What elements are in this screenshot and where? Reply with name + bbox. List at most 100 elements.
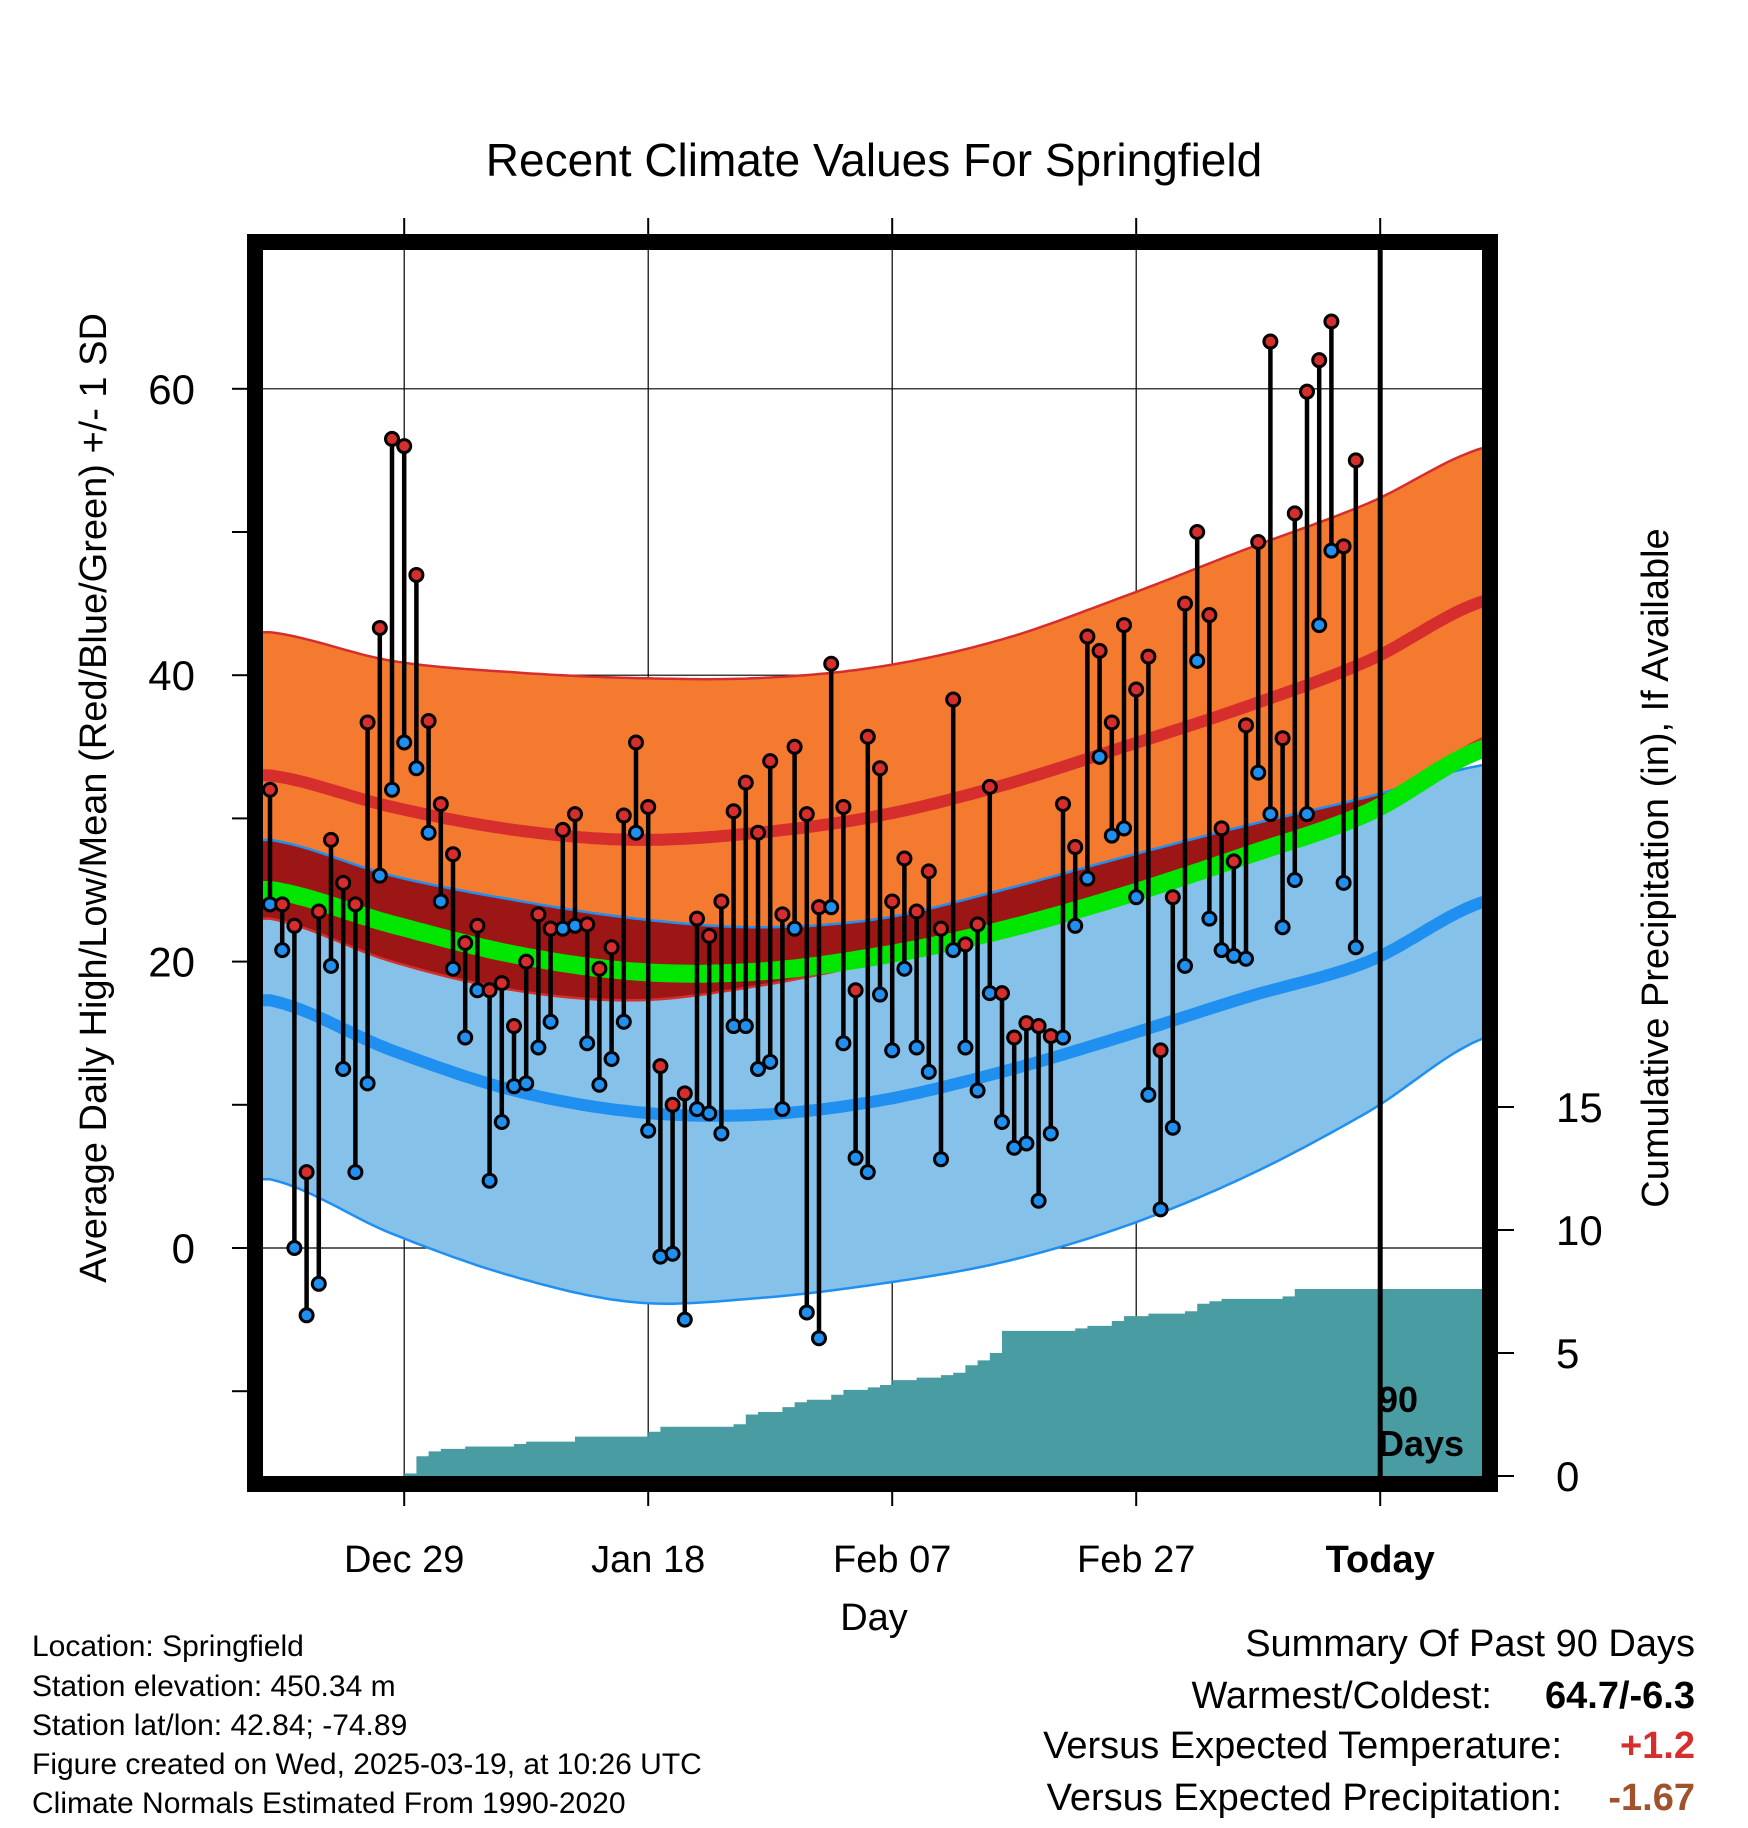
low-point	[603, 1050, 620, 1067]
high-point	[274, 896, 291, 913]
observation-day	[1262, 333, 1279, 823]
observation-day	[981, 778, 998, 1002]
y-tick-label: 20	[148, 939, 195, 986]
high-point	[615, 807, 632, 824]
low-point	[1177, 957, 1193, 974]
high-point	[408, 566, 425, 583]
high-point	[628, 734, 644, 751]
low-point	[884, 1042, 901, 1059]
observation-day	[1286, 505, 1303, 888]
low-point	[798, 1304, 815, 1321]
low-point	[384, 781, 400, 798]
low-point	[481, 1172, 498, 1189]
high-point	[1262, 333, 1279, 350]
low-point	[1164, 1119, 1181, 1136]
observation-day	[1299, 383, 1315, 823]
high-point	[981, 778, 998, 795]
observation-day	[762, 753, 779, 1070]
high-point	[945, 691, 962, 708]
observation-day	[689, 910, 705, 1118]
observation-day	[286, 917, 303, 1256]
low-point	[542, 1013, 559, 1030]
low-point	[1079, 870, 1096, 887]
high-point	[286, 917, 303, 934]
observation-day	[1116, 617, 1132, 837]
x-tick-label: Dec 29	[344, 1539, 464, 1581]
high-point	[1116, 617, 1132, 634]
observation-day	[664, 1096, 681, 1262]
observation-day	[457, 934, 474, 1046]
low-point	[359, 1075, 376, 1092]
observation-day	[847, 982, 864, 1166]
low-mean-line	[263, 896, 1482, 1122]
observation-day	[506, 1018, 522, 1095]
observation-day	[737, 774, 754, 1035]
low-point	[1299, 806, 1315, 823]
high-point	[1067, 839, 1084, 856]
summary-warm-value: 64.7/-6.3	[1545, 1675, 1695, 1717]
high-point	[847, 982, 864, 999]
observation-day	[1164, 889, 1181, 1136]
low-point	[1018, 1135, 1035, 1152]
observation-day	[774, 906, 791, 1118]
y-tick-label: 0	[172, 1225, 195, 1272]
high-point	[1286, 505, 1303, 522]
high-point	[713, 893, 730, 910]
low-point	[640, 1122, 657, 1139]
observation-day	[1213, 820, 1230, 959]
low-point	[615, 1013, 632, 1030]
observation-day	[896, 850, 913, 977]
low-point	[1030, 1192, 1047, 1209]
observation-day	[1189, 524, 1206, 669]
observation-day	[750, 824, 766, 1077]
observation-day	[359, 714, 376, 1092]
high-point	[1164, 889, 1181, 906]
low-point	[811, 1330, 827, 1347]
high-point	[1055, 796, 1071, 813]
low-point	[872, 986, 888, 1003]
high-point	[798, 806, 815, 823]
low-point	[1055, 1029, 1071, 1046]
observation-day	[1091, 642, 1108, 765]
x-tick-label: Feb 27	[1077, 1539, 1195, 1581]
observation-day	[347, 896, 364, 1181]
observation-day	[945, 691, 962, 959]
observation-day	[530, 906, 547, 1056]
high-point	[371, 619, 388, 636]
y2-axis-label: Cumulative Precipitation (in), If Availa…	[1635, 528, 1677, 1207]
low-point	[1335, 874, 1352, 891]
high-point	[786, 738, 803, 755]
low-point	[1103, 827, 1120, 844]
high-point	[384, 430, 400, 447]
observation-day	[969, 916, 986, 1099]
high-point	[481, 982, 498, 999]
summary-temp-label: Versus Expected Temperature:	[1043, 1725, 1562, 1767]
low-point	[518, 1075, 535, 1092]
high-point	[1177, 595, 1193, 612]
station-info: Location: Springfield Station elevation:…	[32, 1630, 702, 1820]
observation-day	[298, 1164, 315, 1324]
low-point	[1262, 806, 1279, 823]
observation-day	[603, 939, 620, 1067]
high-point	[750, 824, 766, 841]
low-point	[835, 1035, 852, 1052]
observation-day	[1103, 714, 1120, 844]
observation-day	[1152, 1042, 1169, 1218]
high-point	[908, 903, 925, 920]
precipitation-area	[270, 1289, 1482, 1476]
observation-day	[432, 796, 449, 910]
info-created: Figure created on Wed, 2025-03-19, at 10…	[32, 1748, 702, 1781]
low-point	[628, 824, 644, 841]
info-normals: Climate Normals Estimated From 1990-2020	[32, 1787, 626, 1820]
high-point	[298, 1164, 315, 1181]
high-point	[1274, 730, 1291, 747]
observation-day	[310, 903, 327, 1292]
observation-day	[1140, 648, 1157, 1103]
observation-day	[713, 893, 730, 1142]
high-point	[1103, 714, 1120, 731]
low-point	[664, 1245, 681, 1262]
low-point	[994, 1113, 1010, 1130]
days-label-line2: Days	[1378, 1423, 1464, 1464]
observation-day	[701, 927, 718, 1122]
observation-day	[676, 1085, 693, 1328]
